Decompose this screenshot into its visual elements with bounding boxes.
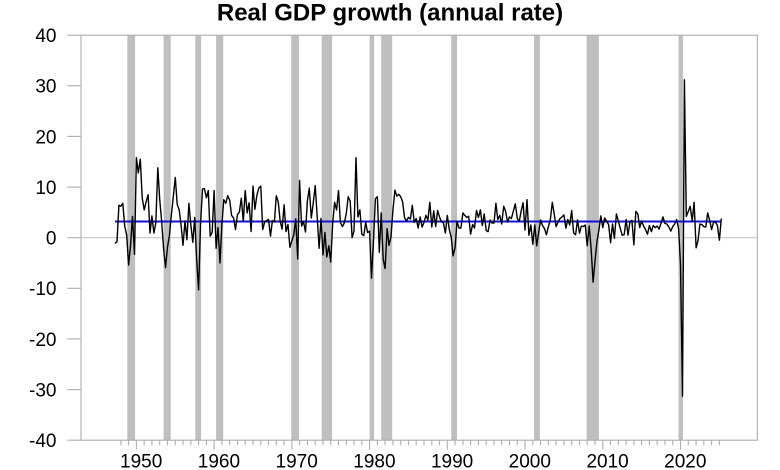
svg-text:2010: 2010 [586, 452, 628, 470]
svg-text:-20: -20 [29, 330, 56, 351]
svg-text:1960: 1960 [198, 452, 240, 470]
svg-text:Real GDP growth (annual rate): Real GDP growth (annual rate) [217, 0, 563, 27]
svg-text:1950: 1950 [120, 452, 162, 470]
svg-text:0: 0 [46, 229, 57, 250]
svg-text:2020: 2020 [664, 452, 706, 470]
svg-text:40: 40 [35, 26, 56, 47]
svg-text:1990: 1990 [431, 452, 473, 470]
svg-text:20: 20 [35, 127, 56, 148]
svg-text:1970: 1970 [276, 452, 318, 470]
svg-text:-30: -30 [29, 381, 56, 402]
svg-text:2000: 2000 [509, 452, 551, 470]
svg-text:-10: -10 [29, 279, 56, 300]
svg-text:10: 10 [35, 178, 56, 199]
svg-text:1980: 1980 [353, 452, 395, 470]
svg-text:30: 30 [35, 77, 56, 98]
svg-text:-40: -40 [29, 431, 56, 452]
